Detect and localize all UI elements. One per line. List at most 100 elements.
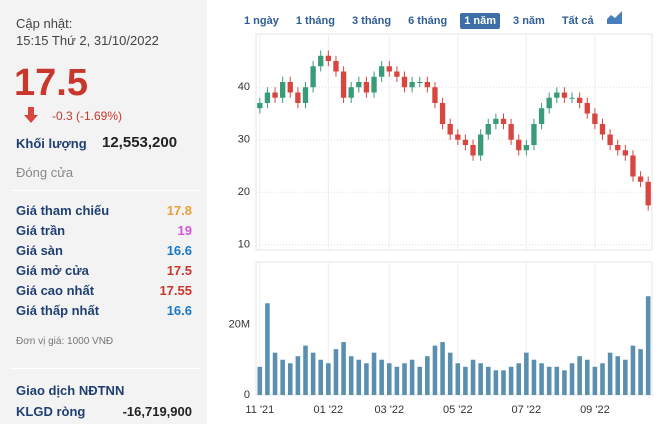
- candle-body: [470, 145, 476, 156]
- candle-body: [645, 181, 651, 206]
- candle-body: [424, 82, 431, 88]
- chart-type-icon[interactable]: [606, 10, 623, 27]
- volume-bar: [394, 366, 400, 395]
- candle-body: [531, 124, 537, 145]
- volume-bar: [546, 366, 552, 395]
- range-button[interactable]: 1 năm: [460, 13, 501, 29]
- candle-body: [310, 66, 316, 88]
- volume-bar: [516, 363, 522, 395]
- row-label: Giá mở cửa: [16, 263, 89, 278]
- separator: [10, 368, 200, 369]
- volume-bar: [554, 366, 560, 395]
- volume-bar: [440, 342, 445, 395]
- down-arrow: [24, 107, 38, 123]
- volume-bar: [272, 352, 278, 395]
- candle-body: [569, 97, 575, 99]
- volume-bar: [402, 363, 407, 395]
- volume-bar: [577, 356, 582, 395]
- candle-body: [485, 124, 491, 135]
- candle-body: [333, 61, 339, 72]
- volume-bar: [310, 352, 316, 395]
- candle-body: [592, 113, 598, 124]
- candle-body: [439, 103, 446, 124]
- volume-bar: [630, 345, 636, 395]
- volume-bar: [356, 359, 362, 395]
- candle-body: [401, 76, 408, 88]
- candle-body: [302, 87, 309, 103]
- y-tick-label: 20M: [229, 318, 250, 330]
- row-label: Giá trần: [16, 223, 66, 238]
- status: Đóng cửa: [16, 165, 74, 180]
- volume-label: Khối lượng: [16, 136, 87, 151]
- unit: Đơn vị giá: 1000 VNĐ: [16, 336, 114, 347]
- y-tick-label: 0: [244, 389, 250, 401]
- candle-body: [356, 82, 362, 88]
- candle-body: [394, 71, 400, 77]
- candle-body: [455, 134, 461, 140]
- volume-bar: [645, 296, 651, 395]
- price-row: Giá sàn 16.6: [16, 243, 192, 258]
- range-button[interactable]: 6 tháng: [408, 15, 448, 27]
- range-button[interactable]: 1 ngày: [244, 15, 279, 27]
- x-tick-label: 07 '22: [512, 404, 542, 416]
- y-tick-label: 10: [238, 239, 250, 251]
- volume-bar: [364, 363, 369, 395]
- volume-bar: [348, 356, 354, 395]
- row-label: Giá thấp nhất: [16, 303, 100, 318]
- candle-body: [622, 150, 629, 156]
- x-tick-label: 01 '22: [314, 404, 344, 416]
- candle-body: [287, 82, 293, 93]
- y-tick-label: 30: [238, 134, 250, 146]
- plot-frame: [255, 33, 653, 251]
- candle-body: [607, 134, 613, 145]
- volume-bar: [592, 366, 598, 395]
- candle-body: [409, 82, 415, 88]
- volume-bar: [569, 363, 575, 395]
- candle-body: [576, 97, 583, 103]
- candle-body: [295, 92, 301, 103]
- row-label: Giá cao nhất: [16, 283, 95, 298]
- volume-bar: [493, 370, 499, 395]
- candle-body: [348, 87, 354, 98]
- separator: [10, 190, 200, 191]
- range-button[interactable]: Tất cả: [561, 15, 594, 27]
- candle-body: [363, 82, 370, 93]
- volume-bar: [409, 359, 415, 395]
- range-button[interactable]: 1 tháng: [295, 15, 335, 27]
- x-tick-label: 09 '22: [580, 404, 610, 416]
- volume-bar: [600, 363, 605, 395]
- price-row: Giá thấp nhất 16.6: [16, 303, 192, 318]
- candle-body: [432, 87, 438, 103]
- range-button[interactable]: 3 tháng: [351, 15, 392, 27]
- volume-bar: [326, 363, 331, 395]
- volume-bar: [470, 359, 476, 395]
- volume-bar: [257, 366, 263, 395]
- volume-bar: [539, 363, 544, 395]
- volume-bar: [386, 363, 392, 395]
- candle-body: [615, 145, 621, 151]
- candle-body: [546, 97, 552, 109]
- price-row: Giá trần 19: [16, 223, 192, 238]
- volume-bar: [425, 356, 430, 395]
- volume-bar: [531, 359, 537, 395]
- candle-body: [340, 71, 347, 98]
- candle-body: [477, 134, 484, 156]
- updated-label: Cập nhật:: [16, 16, 73, 31]
- volume-bar: [341, 342, 346, 395]
- range-button[interactable]: 3 năm: [513, 15, 545, 27]
- change: -0.3 (-1.69%): [52, 109, 123, 123]
- price-row: Giá cao nhất 17.55: [16, 283, 192, 298]
- volume-bar: [265, 303, 270, 395]
- net-value: -16,719,900: [122, 404, 192, 419]
- net-row: KLGD ròng -16,719,900: [16, 404, 192, 419]
- plot-frame: [255, 261, 653, 396]
- volume-bar: [607, 352, 613, 395]
- candle-body: [561, 92, 568, 98]
- candle-body: [516, 139, 522, 151]
- volume-bar: [379, 359, 384, 395]
- row-label: Giá tham chiếu: [16, 203, 110, 218]
- candle-body: [493, 118, 499, 124]
- x-tick-label: 05 '22: [443, 404, 473, 416]
- net-label: KLGD ròng: [16, 404, 86, 419]
